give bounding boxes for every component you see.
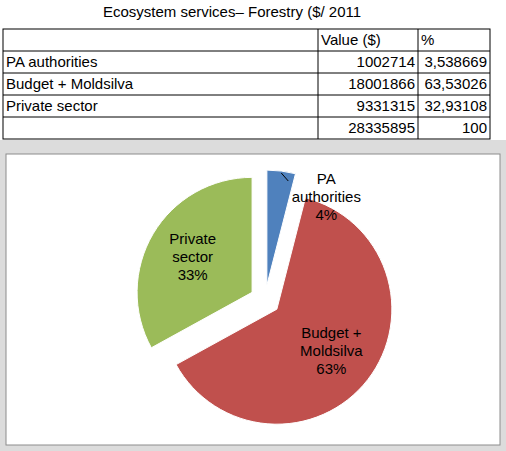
table-cell: Private sector (6, 97, 98, 114)
slices (137, 170, 392, 424)
table-cell: PA authorities (6, 53, 97, 70)
table: Value ($)% PA authorities 1002714 3,538669 B… (3, 29, 490, 139)
leader-line (281, 173, 288, 181)
table-header-cell: % (421, 31, 434, 48)
column-rule (318, 29, 319, 139)
column-rule (418, 29, 419, 139)
row-rule (3, 73, 490, 74)
table-cell: 1002714 (357, 53, 415, 70)
table-frame (3, 29, 490, 139)
figure: Ecosystem services– Forestry ($/ 2011 Val… (0, 0, 506, 451)
table-cell: Budget + Moldsilva (6, 75, 134, 92)
panel-background (0, 140, 506, 451)
table-header-cell: Value ($) (321, 31, 381, 48)
row-rule (3, 51, 490, 52)
slice-label: Budget +Moldsilva (300, 324, 363, 359)
table-cell: 28335895 (348, 119, 415, 136)
table-cell: 18001866 (348, 75, 415, 92)
row-rule (3, 95, 490, 96)
title: Ecosystem services– Forestry ($/ 2011 (103, 3, 361, 20)
slice-label: PAauthorities (292, 170, 361, 205)
table-cell: 100 (462, 119, 487, 136)
table-cell: 63,53026 (424, 75, 487, 92)
table-cell: 9331315 (357, 97, 415, 114)
slice-value-label: 33% (178, 266, 208, 283)
slice-value-label: 63% (316, 360, 346, 377)
slice-value-label: 4% (315, 206, 337, 223)
chart-area (6, 154, 500, 445)
table-cell: 3,538669 (424, 53, 487, 70)
table-cell: 32,93108 (424, 97, 487, 114)
slice-label: Privatesector (169, 230, 216, 265)
pie-slice (137, 177, 252, 347)
row-rule (3, 117, 490, 118)
data-labels: PAauthorities4% Budget +Moldsilva63% Priva… (169, 170, 363, 377)
